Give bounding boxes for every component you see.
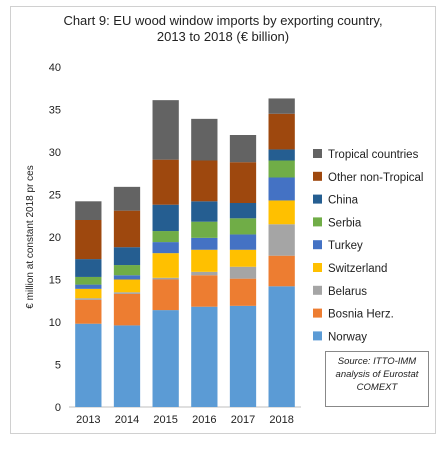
bar-segment bbox=[75, 201, 102, 220]
bar-segment bbox=[75, 298, 102, 300]
bar-segment bbox=[229, 266, 257, 279]
bar-segment bbox=[75, 259, 102, 277]
legend-swatch bbox=[313, 308, 322, 318]
bar-segment bbox=[191, 306, 218, 407]
bar-segment bbox=[152, 279, 179, 311]
y-tick-label: 25 bbox=[49, 190, 61, 202]
bar-segment bbox=[229, 162, 257, 203]
bar-segment bbox=[113, 275, 141, 280]
bar-segment bbox=[75, 276, 102, 285]
bar-segment bbox=[268, 200, 295, 225]
legend-label: Turkey bbox=[328, 240, 363, 252]
legend-label: Bosnia Herz. bbox=[328, 309, 394, 321]
legend-label: Belarus bbox=[328, 286, 367, 298]
bar-segment bbox=[229, 218, 257, 235]
chart-title-line-1: Chart 9: EU wood window imports by expor… bbox=[63, 13, 383, 28]
source-line-3: COMEXT bbox=[356, 382, 398, 393]
bar-segment bbox=[113, 186, 141, 211]
bar-segment bbox=[113, 210, 141, 248]
legend-label: Switzerland bbox=[328, 263, 387, 275]
bar-segment bbox=[113, 247, 141, 266]
y-tick-label: 20 bbox=[49, 232, 61, 244]
legend-label: Other non-Tropical bbox=[328, 172, 423, 184]
legend-swatch bbox=[313, 263, 322, 272]
bar-segment bbox=[191, 271, 218, 276]
source-box: Source: ITTO-IMM analysis of Eurostat CO… bbox=[325, 351, 429, 407]
bar-segment bbox=[113, 292, 141, 294]
y-tick-label: 5 bbox=[55, 360, 61, 372]
bar-segment bbox=[268, 98, 295, 114]
x-tick-label: 2014 bbox=[115, 414, 139, 426]
chart-frame: Chart 9: EU wood window imports by expor… bbox=[10, 6, 436, 434]
legend-swatch bbox=[313, 194, 322, 204]
y-tick-label: 0 bbox=[55, 402, 61, 414]
legend-swatch bbox=[313, 171, 322, 181]
bar-segment bbox=[268, 286, 295, 407]
x-tick-label: 2015 bbox=[153, 414, 177, 426]
source-line-2: analysis of Eurostat bbox=[335, 369, 419, 380]
legend-label: China bbox=[328, 195, 359, 207]
legend-swatch bbox=[313, 217, 322, 227]
y-tick-label: 35 bbox=[49, 105, 61, 117]
x-tick-label: 2013 bbox=[76, 414, 100, 426]
bar-segment bbox=[229, 278, 257, 306]
y-axis-label: € million at constant 2018 pr ces bbox=[25, 165, 36, 308]
source-line-1: Source: ITTO-IMM bbox=[337, 356, 417, 367]
bar-segment bbox=[191, 221, 218, 238]
legend-swatch bbox=[313, 331, 322, 341]
bar-segment bbox=[191, 160, 218, 202]
bar-segment bbox=[152, 159, 179, 205]
bar-segment bbox=[75, 220, 102, 260]
bar-segment bbox=[152, 231, 179, 243]
x-tick-label: 2017 bbox=[231, 414, 255, 426]
stacked-bar-chart: 0 5 10 15 20 25 30 35 40 € million at constant 20… bbox=[25, 62, 423, 426]
legend-label: Norway bbox=[328, 331, 367, 343]
bar-segment bbox=[268, 113, 295, 150]
bar-segment bbox=[152, 277, 179, 280]
bar-segment bbox=[229, 203, 257, 219]
bar-segment bbox=[75, 299, 102, 324]
bar-segment bbox=[229, 234, 257, 250]
bar-segment bbox=[75, 323, 102, 407]
chart-title: Chart 9: EU wood window imports by expor… bbox=[11, 13, 435, 45]
bar-segment bbox=[268, 149, 295, 161]
bar-segment bbox=[113, 325, 141, 407]
bar-segment bbox=[152, 204, 179, 232]
legend-swatch bbox=[313, 285, 322, 295]
y-tick-label: 30 bbox=[49, 147, 61, 159]
bar-segment bbox=[268, 224, 295, 256]
x-tick-label: 2018 bbox=[269, 414, 293, 426]
x-tick-label: 2016 bbox=[192, 414, 216, 426]
y-tick-label: 15 bbox=[49, 275, 61, 287]
bar-segment bbox=[75, 284, 102, 289]
bar-segment bbox=[113, 279, 141, 293]
bar-segment bbox=[152, 253, 179, 278]
bar-segment bbox=[268, 255, 295, 287]
y-tick-label: 40 bbox=[49, 62, 61, 74]
bar-segment bbox=[229, 249, 257, 267]
bar-segment bbox=[268, 160, 295, 178]
bar-segment bbox=[229, 305, 257, 407]
bar-segment bbox=[113, 265, 141, 276]
bar-segment bbox=[191, 249, 218, 272]
y-tick-label: 10 bbox=[49, 317, 61, 329]
legend-label: Serbia bbox=[328, 217, 362, 229]
legend-swatch bbox=[313, 240, 322, 250]
legend-swatch bbox=[313, 149, 322, 158]
bar-segment bbox=[191, 118, 218, 161]
bar-segment bbox=[191, 275, 218, 307]
bar-segment bbox=[75, 288, 102, 299]
bar-segment bbox=[191, 201, 218, 222]
bar-segment bbox=[152, 100, 179, 160]
chart-title-line-2: 2013 to 2018 (€ billion) bbox=[156, 29, 290, 44]
bar-segment bbox=[152, 242, 179, 254]
bar-segment bbox=[229, 135, 257, 163]
bar-segment bbox=[152, 310, 179, 407]
legend-label: Tropical countries bbox=[328, 149, 419, 161]
bar-segment bbox=[113, 293, 141, 326]
bar-segment bbox=[268, 177, 295, 201]
bar-segment bbox=[191, 237, 218, 250]
